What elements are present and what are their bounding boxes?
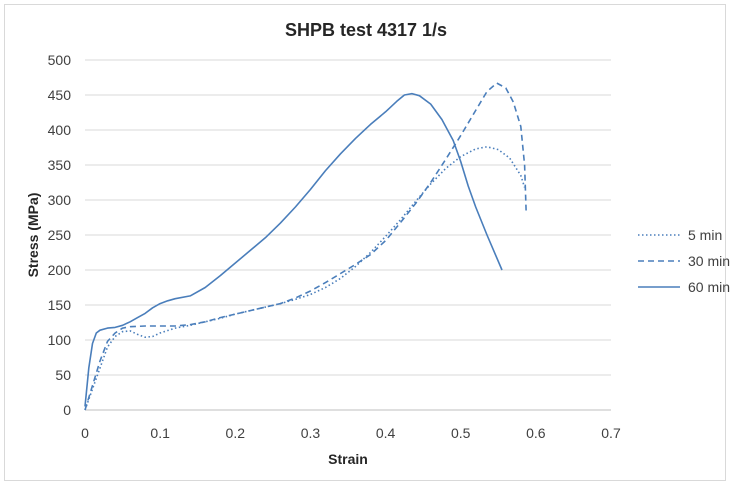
y-tick-label: 200: [48, 262, 72, 278]
x-tick-label: 0: [81, 425, 89, 441]
y-tick-label: 50: [55, 367, 71, 383]
x-tick-label: 0.3: [301, 425, 321, 441]
x-tick-label: 0.5: [451, 425, 471, 441]
series-line-60-min: [84, 92, 503, 407]
chart-frame: [4, 4, 726, 481]
y-tick-labels: 0 50 100 150 200 250 300 350 400 450 500: [48, 52, 72, 418]
y-tick-label: 400: [48, 122, 72, 138]
legend: 5 min 30 min 60 min: [638, 227, 730, 295]
series-lines: [84, 82, 527, 411]
x-tick-labels: 0 0.1 0.2 0.3 0.4 0.5 0.6 0.7: [81, 425, 621, 441]
chart-title: SHPB test 4317 1/s: [285, 20, 447, 40]
y-tick-label: 150: [48, 297, 72, 313]
y-tick-label: 250: [48, 227, 72, 243]
x-axis-title: Strain: [328, 451, 368, 467]
x-tick-label: 0.6: [526, 425, 546, 441]
x-tick-label: 0.7: [601, 425, 621, 441]
legend-label: 60 min: [688, 279, 730, 295]
series-line-30-min: [84, 82, 527, 411]
grid-lines: [85, 59, 611, 376]
legend-label: 5 min: [688, 227, 722, 243]
x-tick-label: 0.1: [150, 425, 170, 441]
y-tick-label: 350: [48, 157, 72, 173]
y-tick-label: 500: [48, 52, 72, 68]
legend-label: 30 min: [688, 253, 730, 269]
series-line-5-min: [84, 146, 526, 411]
y-tick-label: 0: [63, 402, 71, 418]
y-tick-label: 450: [48, 87, 72, 103]
x-tick-label: 0.2: [226, 425, 246, 441]
y-tick-label: 300: [48, 192, 72, 208]
y-tick-label: 100: [48, 332, 72, 348]
x-tick-label: 0.4: [376, 425, 396, 441]
y-axis-title: Stress (MPa): [25, 193, 41, 278]
